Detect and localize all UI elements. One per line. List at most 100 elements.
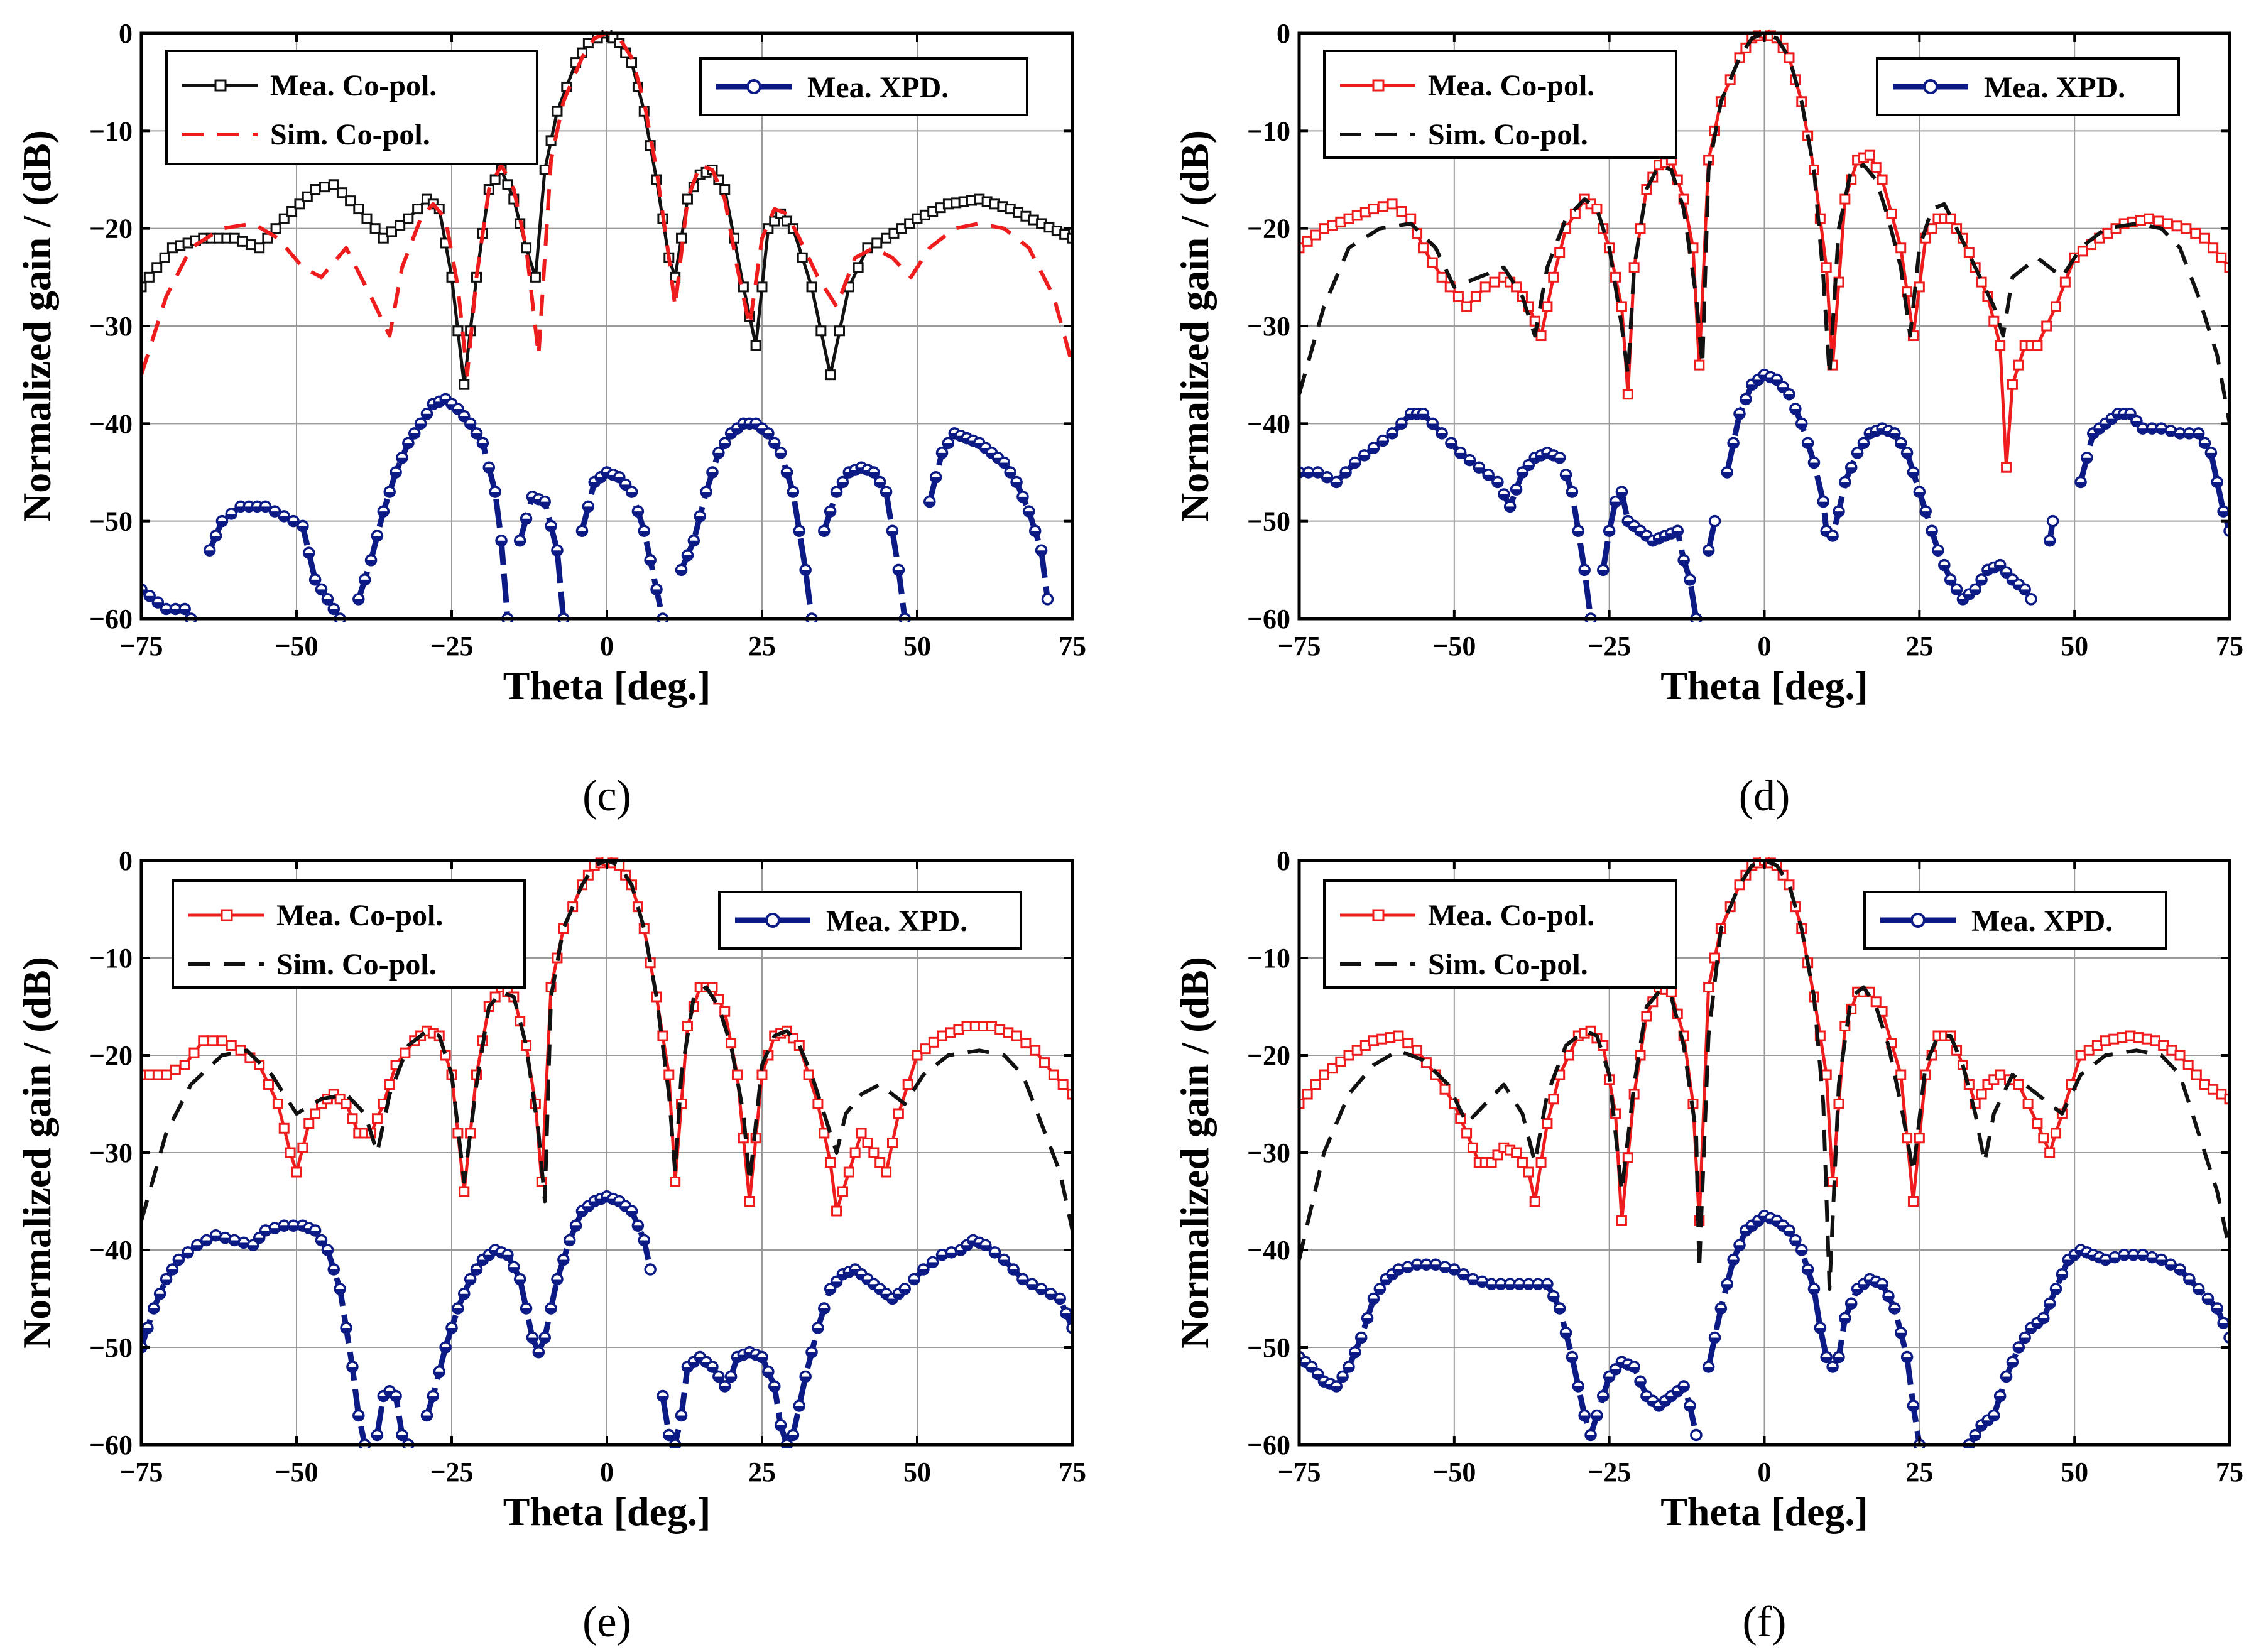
chart-panel-2: −75 −50 −25 0 25 50 75 0 −10 −20 −30 −40 −50 −60 Theta… (1172, 18, 2243, 820)
data-point-fill (657, 1396, 668, 1401)
data-point-fill (937, 452, 947, 458)
data-point (626, 57, 638, 68)
data-point-fill (1828, 535, 1838, 541)
data-point-fill (1753, 1220, 1763, 1226)
data-point-fill (1672, 1391, 1683, 1396)
data-point (386, 226, 397, 237)
data-point-fill (1976, 1425, 1987, 1430)
data-point (1067, 1089, 1072, 1100)
data-point-fill (794, 1406, 805, 1411)
data-point (874, 1157, 886, 1168)
data-point (2208, 242, 2219, 254)
legend-copol: Mea. Co-pol. Sim. Co-pol. (1323, 879, 1677, 989)
data-point (1310, 229, 1321, 241)
data-point (1470, 291, 1481, 302)
data-point (1591, 204, 1603, 215)
data-point (1622, 389, 1633, 400)
data-point (831, 1205, 842, 1217)
data-point-fill (297, 526, 308, 531)
data-point-fill (989, 1252, 1000, 1258)
data-point-fill (788, 492, 798, 497)
y-tick-label: −20 (1247, 1040, 1290, 1071)
data-point-fill (825, 511, 836, 517)
data-point (1011, 1030, 1022, 1041)
data-point-fill (570, 1225, 581, 1231)
data-point-fill (956, 1250, 966, 1255)
data-point (403, 213, 414, 224)
data-point-fill (142, 1328, 153, 1333)
data-point (459, 379, 470, 390)
data-point-fill (1005, 472, 1016, 477)
data-point (1461, 1128, 1473, 1139)
data-point (159, 252, 170, 263)
data-point-fill (887, 1298, 898, 1304)
data-point-fill (719, 443, 730, 448)
data-point (539, 164, 550, 175)
y-tick-label: −50 (89, 506, 133, 537)
x-tick-label: −50 (1432, 631, 1476, 661)
data-point (1895, 1069, 1907, 1080)
data-point-fill (1895, 1332, 1906, 1338)
legend-xpd: Mea. XPD. (718, 891, 1022, 950)
data-point-fill (775, 452, 786, 458)
data-point-fill (2166, 430, 2176, 436)
data-point (1039, 1057, 1050, 1068)
y-tick-label: −60 (1247, 1430, 1290, 1460)
data-point (2077, 246, 2088, 257)
data-point-fill (1951, 589, 1962, 595)
data-point-fill (937, 1254, 947, 1260)
data-point-fill (831, 1281, 842, 1287)
data-point (1870, 162, 1882, 173)
data-point-fill (1735, 1245, 1745, 1251)
data-point-fill (1343, 1367, 1354, 1372)
x-tick-label: 75 (2216, 1457, 2243, 1487)
data-point-fill (639, 1240, 650, 1246)
data-point (1995, 1069, 2006, 1080)
data-point-fill (378, 511, 389, 517)
data-point-fill (329, 1269, 339, 1274)
data-point-fill (2166, 1264, 2176, 1270)
data-point (849, 1147, 861, 1158)
data-point (2199, 232, 2211, 244)
data-point-fill (707, 472, 717, 477)
data-point (1436, 271, 1447, 283)
data-point-fill (1517, 472, 1528, 477)
data-point-fill (1591, 1415, 1602, 1421)
data-point-fill (552, 1279, 562, 1285)
data-point-fill (2069, 1254, 2080, 1260)
data-point-fill (270, 511, 280, 517)
data-point (2041, 320, 2052, 332)
data-point-fill (831, 492, 842, 497)
data-point-fill (1796, 423, 1807, 429)
data-point-fill (2137, 1254, 2148, 1260)
data-point-fill (1852, 452, 1863, 458)
data-point (1452, 291, 1464, 302)
data-point-fill (663, 1435, 674, 1440)
data-point-fill (372, 1435, 383, 1440)
series-sim-co-pol- (1299, 31, 2230, 424)
y-axis-label: Normalized gain / (dB) (1172, 957, 1217, 1349)
data-point-fill (391, 1396, 401, 1401)
y-tick-label: −30 (1247, 1138, 1290, 1168)
data-point-fill (2013, 1347, 2024, 1352)
data-point-fill (788, 1435, 798, 1440)
data-point-fill (465, 423, 476, 429)
data-point-fill (1027, 1284, 1037, 1290)
legend-label: Mea. XPD. (826, 905, 967, 938)
data-point (738, 281, 749, 293)
data-point (2007, 379, 2018, 390)
data-point-fill (1449, 1269, 1459, 1274)
data-point (384, 1079, 395, 1090)
data-point (1535, 1157, 1547, 1168)
data-point (1703, 982, 1714, 992)
data-point (1554, 247, 1566, 258)
data-point (2174, 1050, 2186, 1061)
data-point-fill (1468, 1279, 1478, 1285)
data-point (1926, 223, 1937, 234)
data-point-fill (496, 540, 507, 546)
data-point-fill (2106, 418, 2117, 424)
legend-copol: Mea. Co-pol. Sim. Co-pol. (172, 879, 526, 989)
tick-labels: −75 −50 −25 0 25 50 75 0 −10 −20 −30 −40 −50 −60 (1247, 845, 2243, 1487)
data-point (2051, 1128, 2062, 1139)
